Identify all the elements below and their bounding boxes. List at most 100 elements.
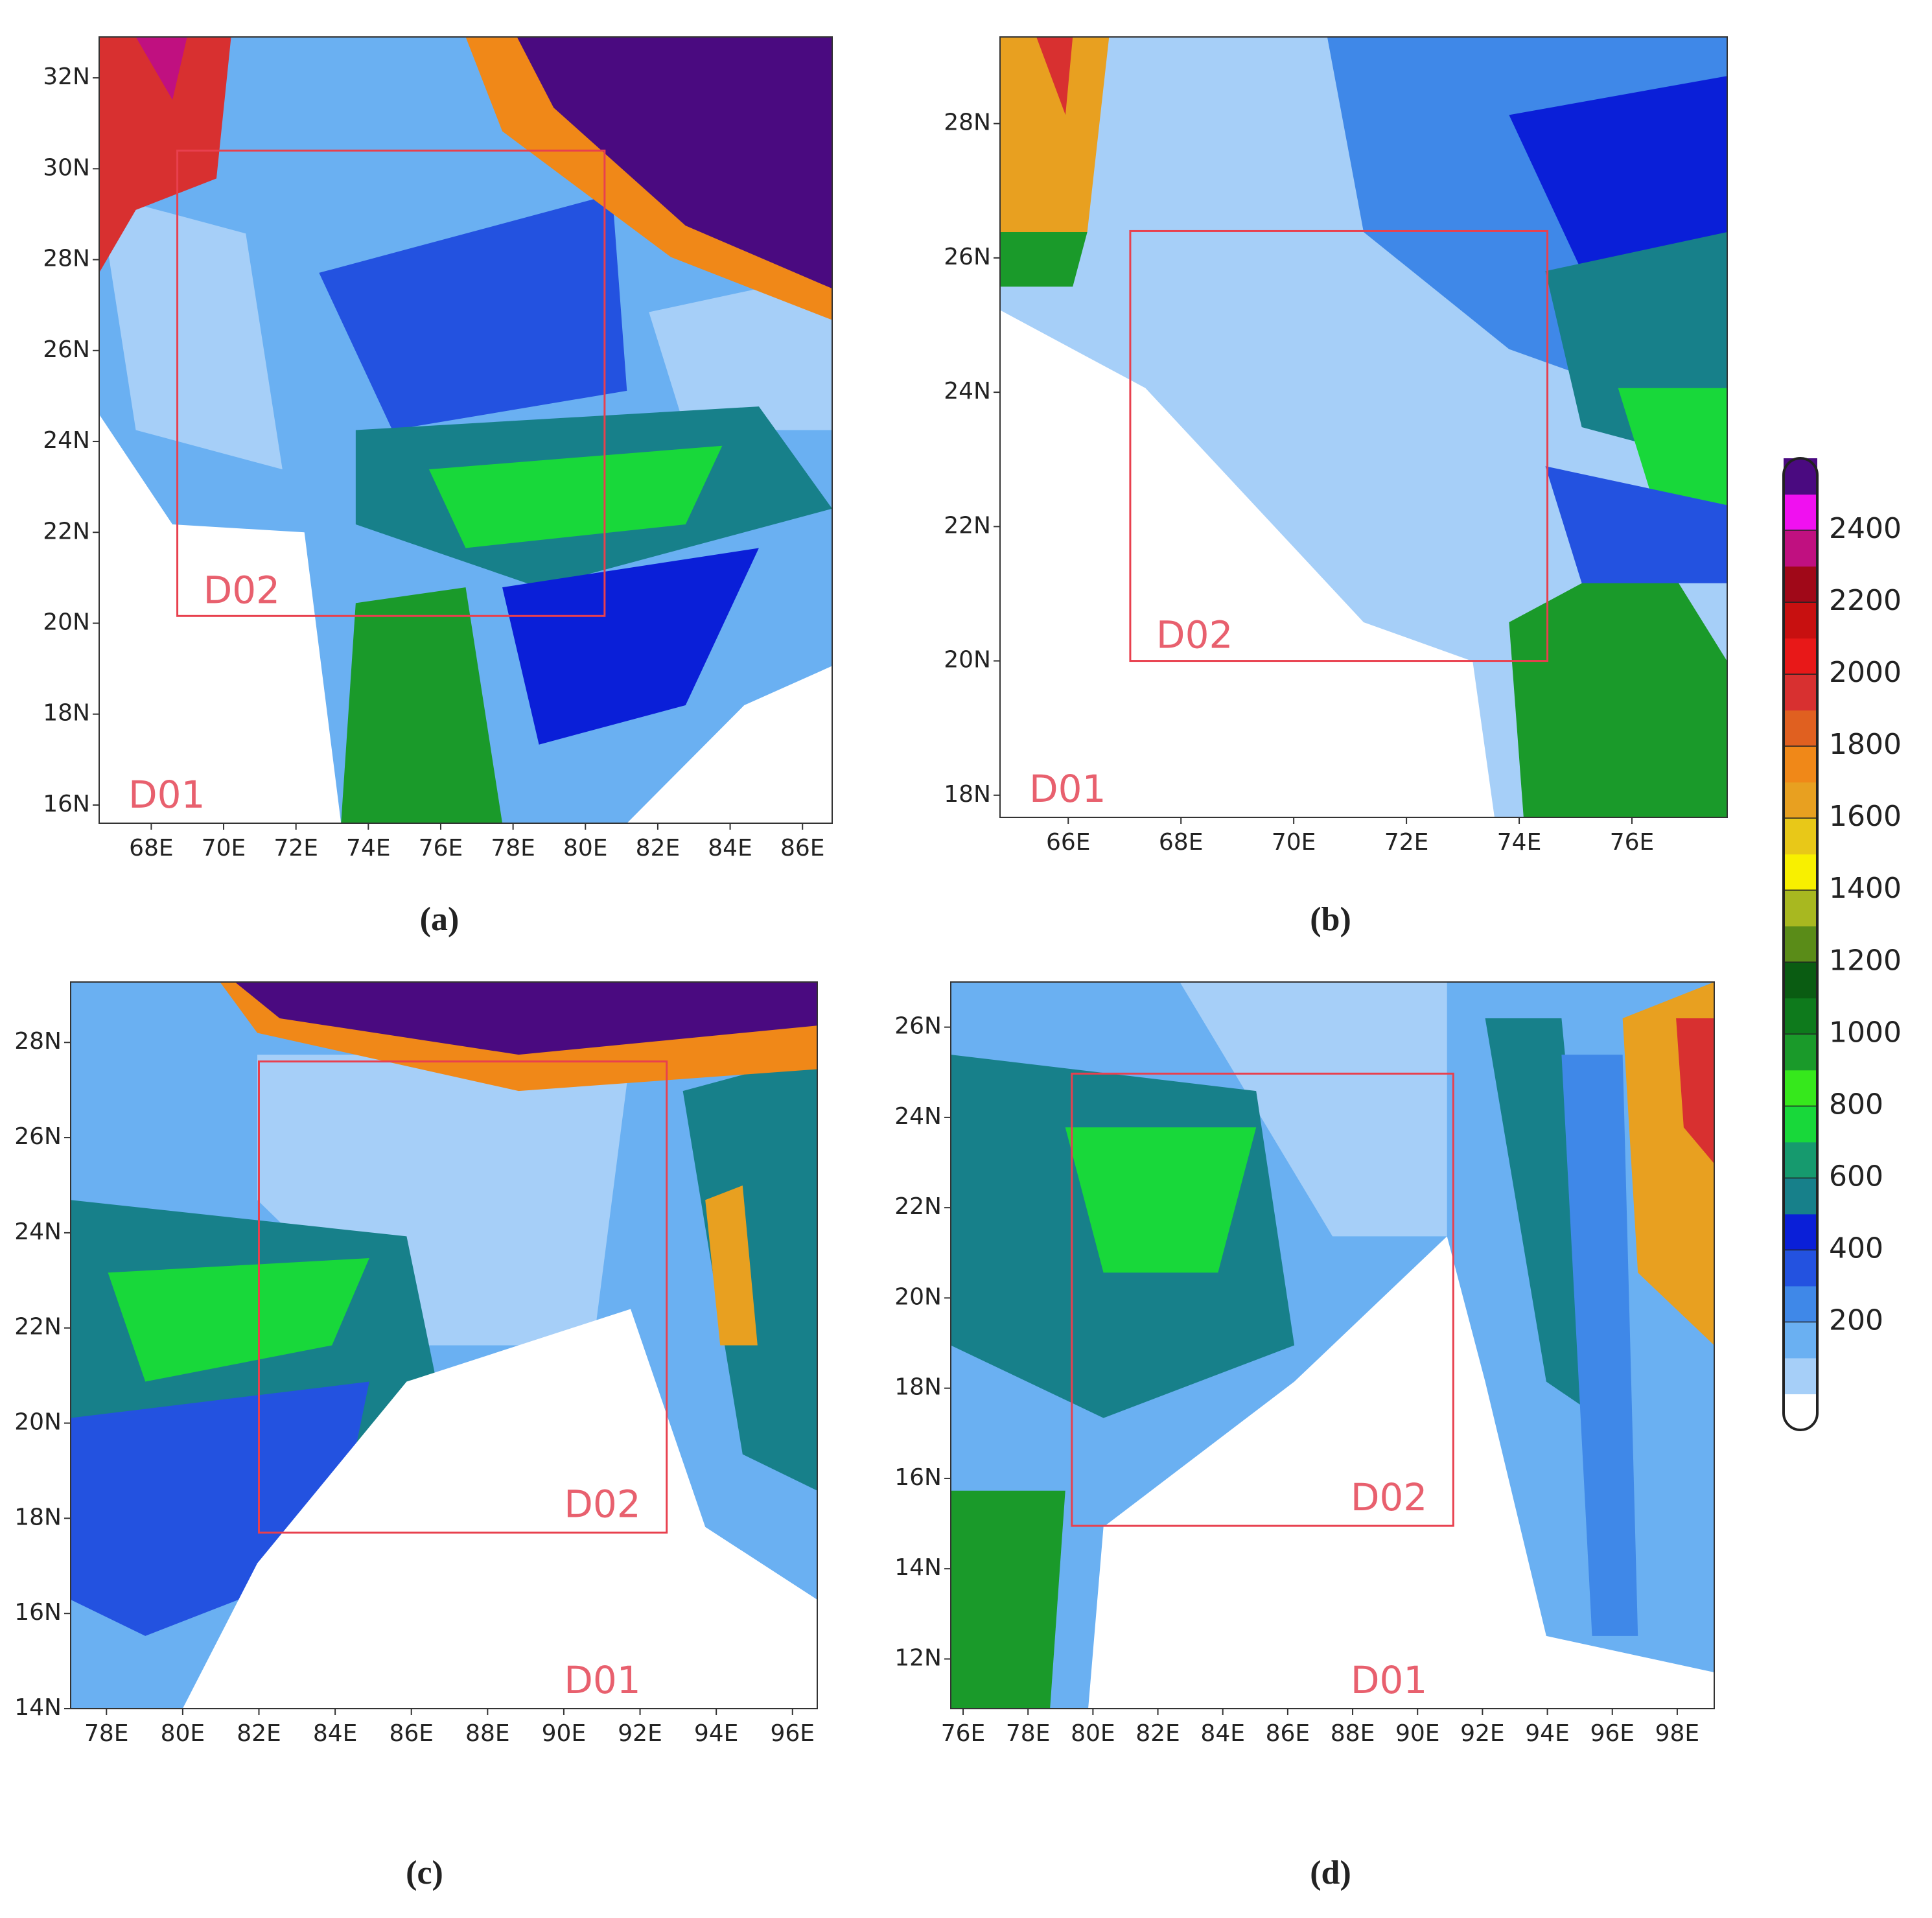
y-tick-label: 20N [944,647,991,673]
terrain-fill [1036,37,1073,115]
colorbar-label: 800 [1829,1088,1883,1121]
colorbar-label: 1400 [1829,872,1902,905]
x-tick-label: 94E [1525,1720,1570,1747]
domain-label: D02 [1156,613,1233,657]
panel-caption: (c) [406,1854,443,1891]
colorbar-swatch [1784,818,1817,855]
domain-label: D02 [564,1482,640,1526]
colorbar-label: 1200 [1829,944,1902,977]
nested-domain-box [257,1060,668,1534]
x-tick-label: 82E [1135,1720,1180,1747]
colorbar-label: 200 [1829,1304,1883,1337]
terrain-fill [517,37,832,289]
colorbar-swatch [1784,1034,1817,1071]
colorbar-swatch [1784,638,1817,675]
domain-label: D02 [1351,1475,1427,1519]
y-tick-label: 18N [894,1374,942,1401]
colorbar-swatch [1784,926,1817,963]
y-tick-label: 32N [43,64,90,90]
terrain-fill [341,587,503,823]
x-tick-label: 76E [1610,829,1655,856]
y-tick-label: 16N [14,1599,62,1626]
x-tick-label: 78E [1006,1720,1051,1747]
map-frame [950,981,1715,1709]
colorbar-swatch [1784,710,1817,747]
terrain-fill [1000,310,1495,817]
y-tick-label: 16N [894,1464,942,1491]
colorbar-swatch [1784,1213,1817,1250]
terrain-fill [235,982,817,1055]
x-tick-label: 76E [419,835,463,861]
y-tick-label: 26N [14,1123,62,1150]
y-tick-label: 14N [14,1694,62,1721]
x-tick-label: 86E [389,1720,434,1747]
y-tick-label: 20N [894,1283,942,1310]
colorbar-swatch [1784,1322,1817,1359]
panel-caption: (d) [1310,1854,1351,1891]
y-tick-label: 22N [14,1314,62,1340]
domain-label: D01 [128,773,205,817]
terrain-fill [1000,232,1088,287]
terrain [71,982,817,1709]
terrain-fill [502,548,759,745]
colorbar-label: 2400 [1829,512,1902,545]
domain-label: D02 [204,568,280,612]
terrain-fill [1509,544,1727,817]
terrain-fill [99,414,342,823]
terrain-fill [319,194,627,430]
nested-domain-box [1129,229,1549,662]
y-tick-label: 22N [944,512,991,539]
map-frame [999,36,1728,818]
terrain [951,982,1714,1709]
x-tick-label: 78E [84,1720,129,1747]
colorbar-swatch [1784,1178,1817,1215]
terrain-fill [99,37,231,273]
terrain-fill [627,666,832,823]
colorbar-label: 2000 [1829,656,1902,689]
y-tick-label: 12N [894,1644,942,1671]
x-tick-label: 84E [313,1720,358,1747]
colorbar-swatch [1784,998,1817,1035]
terrain-fill [1545,466,1727,583]
colorbar-label: 1600 [1829,800,1902,833]
x-tick-label: 90E [1395,1720,1440,1747]
colorbar-swatch [1784,1357,1817,1394]
x-tick-label: 74E [1497,829,1542,856]
x-tick-label: 86E [1266,1720,1310,1747]
terrain-fill [1000,37,1110,232]
x-tick-label: 74E [346,835,391,861]
x-tick-label: 84E [708,835,752,861]
y-tick-label: 24N [944,378,991,404]
terrain [1000,37,1727,817]
nested-domain-box [1071,1072,1454,1527]
x-tick-label: 84E [1200,1720,1245,1747]
terrain-fill [108,1257,369,1382]
x-tick-label: 80E [161,1720,205,1747]
colorbar-label: 1800 [1829,728,1902,761]
terrain-fill [1180,982,1447,1237]
x-tick-label: 68E [1159,829,1204,856]
terrain-fill [951,1490,1065,1709]
x-tick-label: 82E [636,835,681,861]
y-tick-label: 28N [43,246,90,272]
terrain-fill [1561,1055,1638,1636]
x-tick-label: 80E [1071,1720,1115,1747]
y-tick-label: 20N [43,609,90,635]
x-tick-label: 92E [1460,1720,1505,1747]
y-tick-label: 24N [43,427,90,454]
x-tick-label: 82E [237,1720,281,1747]
y-tick-label: 26N [944,244,991,270]
x-tick-label: 92E [618,1720,662,1747]
y-tick-label: 22N [894,1193,942,1220]
y-tick-label: 24N [14,1219,62,1245]
colorbar-swatch [1784,602,1817,639]
x-tick-label: 86E [780,835,825,861]
y-tick-label: 16N [43,791,90,817]
colorbar-swatch [1784,566,1817,603]
map-frame [70,981,818,1709]
colorbar-swatch [1784,530,1817,567]
x-tick-label: 88E [1331,1720,1375,1747]
colorbar-swatch [1784,962,1817,999]
colorbar-swatch [1784,1250,1817,1287]
x-tick-label: 70E [202,835,246,861]
